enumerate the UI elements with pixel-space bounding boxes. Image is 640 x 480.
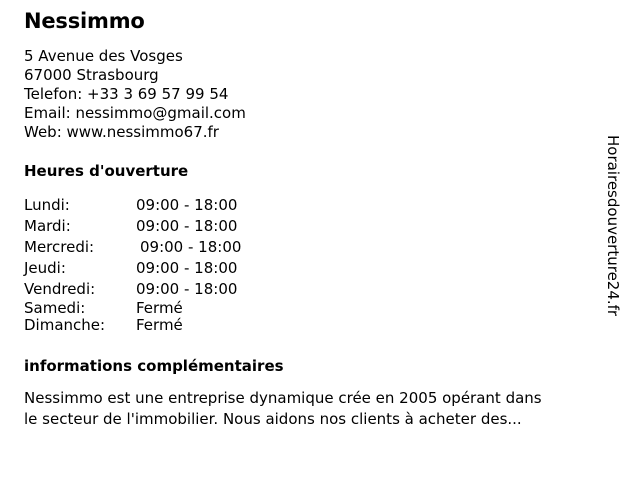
additional-information-heading: informations complémentaires	[24, 357, 284, 375]
additional-information-text: Nessimmo est une entreprise dynamique cr…	[24, 388, 596, 430]
hours-day-label: Jeudi:	[24, 259, 66, 277]
additional-information-line: le secteur de l'immobilier. Nous aidons …	[24, 410, 522, 428]
hours-time-value: 09:00 - 18:00	[136, 217, 238, 235]
hours-day-label: Mardi:	[24, 217, 71, 235]
hours-time-value: 09:00 - 18:00	[136, 196, 238, 214]
hours-time-value: 09:00 - 18:00	[136, 280, 238, 298]
table-row: Vendredi: 09:00 - 18:00	[24, 279, 241, 300]
address-line-street: 5 Avenue des Vosges	[24, 47, 183, 65]
hours-time-value: 09:00 - 18:00	[136, 259, 238, 277]
address-block: 5 Avenue des Vosges 67000 Strasbourg Tel…	[24, 47, 604, 142]
listing-content: Nessimmo 5 Avenue des Vosges 67000 Stras…	[24, 0, 604, 430]
address-line-email: Email: nessimmo@gmail.com	[24, 104, 246, 122]
hours-day-label: Lundi:	[24, 196, 70, 214]
address-line-city: 67000 Strasbourg	[24, 66, 159, 84]
hours-day-label: Samedi:	[24, 299, 86, 317]
table-row: Dimanche: Fermé	[24, 317, 241, 334]
address-line-website: Web: www.nessimmo67.fr	[24, 123, 219, 141]
opening-hours-table: Lundi: 09:00 - 18:00 Mardi: 09:00 - 18:0…	[24, 195, 241, 334]
table-row: Mercredi: 09:00 - 18:00	[24, 237, 241, 258]
address-line-phone: Telefon: +33 3 69 57 99 54	[24, 85, 229, 103]
page-title: Nessimmo	[24, 9, 145, 33]
hours-time-value: 09:00 - 18:00	[140, 238, 242, 256]
additional-information-line: Nessimmo est une entreprise dynamique cr…	[24, 389, 542, 407]
source-watermark: Horairesdouverture24.fr	[604, 135, 622, 317]
hours-time-value: Fermé	[136, 316, 183, 334]
table-row: Mardi: 09:00 - 18:00	[24, 216, 241, 237]
hours-day-label: Vendredi:	[24, 280, 96, 298]
table-row: Jeudi: 09:00 - 18:00	[24, 258, 241, 279]
hours-day-label: Mercredi:	[24, 238, 95, 256]
table-row: Samedi: Fermé	[24, 300, 241, 317]
hours-time-value: Fermé	[136, 299, 183, 317]
opening-hours-heading: Heures d'ouverture	[24, 162, 189, 180]
table-row: Lundi: 09:00 - 18:00	[24, 195, 241, 216]
hours-day-label: Dimanche:	[24, 316, 106, 334]
